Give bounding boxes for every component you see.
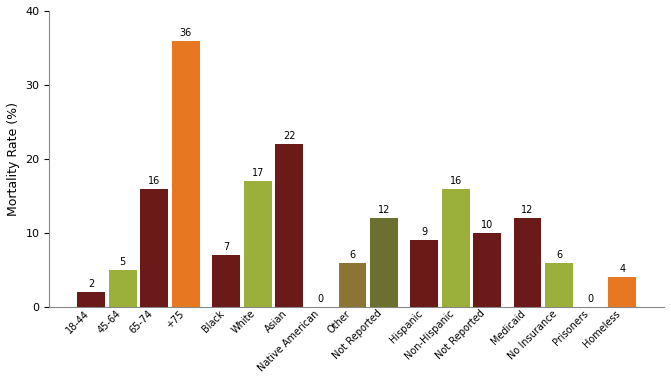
Text: 16: 16 — [148, 176, 160, 186]
Text: 36: 36 — [180, 28, 192, 38]
Bar — [172, 41, 200, 307]
Bar — [212, 255, 240, 307]
Text: 4: 4 — [619, 264, 625, 274]
Y-axis label: Mortality Rate (%): Mortality Rate (%) — [7, 102, 20, 216]
Text: 16: 16 — [450, 176, 462, 186]
Text: 10: 10 — [481, 220, 493, 230]
Text: 0: 0 — [588, 294, 594, 304]
Bar — [513, 218, 541, 307]
Text: 17: 17 — [252, 168, 264, 178]
Bar — [474, 233, 501, 307]
Bar — [275, 144, 303, 307]
Text: 12: 12 — [521, 205, 533, 215]
Bar — [244, 181, 272, 307]
Bar — [370, 218, 398, 307]
Bar — [77, 292, 105, 307]
Bar — [545, 263, 573, 307]
Bar — [609, 277, 636, 307]
Text: 9: 9 — [421, 228, 427, 238]
Text: 6: 6 — [556, 250, 562, 260]
Text: 2: 2 — [88, 279, 95, 289]
Bar — [338, 263, 366, 307]
Text: 0: 0 — [318, 294, 324, 304]
Text: 6: 6 — [350, 250, 356, 260]
Bar — [410, 241, 438, 307]
Text: 7: 7 — [223, 242, 229, 252]
Text: 22: 22 — [283, 131, 295, 141]
Bar — [140, 188, 168, 307]
Text: 5: 5 — [119, 257, 126, 267]
Bar — [109, 270, 137, 307]
Text: 12: 12 — [378, 205, 390, 215]
Bar — [442, 188, 470, 307]
